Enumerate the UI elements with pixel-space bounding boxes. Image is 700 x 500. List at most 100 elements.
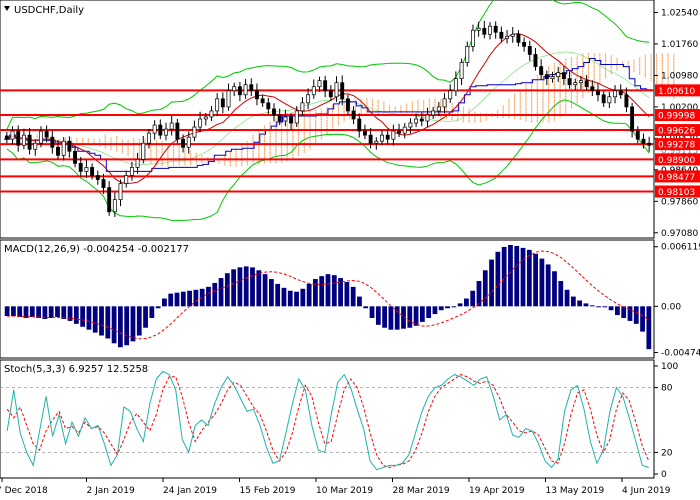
- candle-body: [635, 130, 640, 140]
- cloud-dot: [337, 122, 339, 124]
- cloud-dot: [661, 71, 663, 73]
- candle-body: [385, 134, 390, 140]
- cloud-dot: [673, 83, 675, 85]
- cloud-dot: [428, 100, 430, 102]
- cloud-dot: [320, 123, 322, 125]
- cloud-dot: [246, 155, 249, 157]
- candle-body: [289, 116, 294, 124]
- cloud-dot: [508, 116, 510, 119]
- cloud-dot: [542, 119, 544, 121]
- cloud-dot: [116, 147, 118, 149]
- cloud-dot: [406, 103, 408, 105]
- candle-body: [488, 25, 492, 35]
- cloud-dot: [661, 82, 663, 84]
- candle-body: [124, 175, 129, 184]
- cloud-dot: [241, 150, 243, 152]
- cloud-dot: [280, 150, 283, 152]
- cloud-dot: [172, 150, 175, 152]
- cloud-dot: [536, 108, 538, 110]
- macd-bar: [633, 306, 639, 324]
- cloud-dot: [644, 68, 646, 70]
- cloud-dot: [298, 132, 300, 134]
- cloud-dot: [258, 141, 260, 143]
- price-panel[interactable]: 1.025401.017601.009801.002000.994200.986…: [0, 0, 700, 239]
- cloud-dot: [559, 104, 561, 107]
- cloud-dot: [286, 130, 288, 132]
- candle-body: [237, 86, 242, 96]
- cloud-dot: [258, 162, 260, 164]
- cloud-dot: [138, 148, 141, 150]
- candle-body: [38, 130, 43, 144]
- bollinger-middle: [6, 51, 650, 166]
- cloud-dot: [604, 59, 607, 61]
- cloud-dot: [644, 66, 646, 68]
- candle-body: [220, 98, 225, 108]
- cloud-dot: [434, 98, 436, 101]
- cloud-dot: [275, 153, 277, 156]
- macd-bar: [382, 306, 388, 328]
- cloud-dot: [354, 99, 357, 101]
- macd-bar: [294, 291, 299, 307]
- cloud-dot: [656, 53, 658, 55]
- cloud-dot: [604, 64, 607, 66]
- cloud-dot: [542, 95, 544, 97]
- cloud-dot: [508, 102, 510, 104]
- cloud-dot: [332, 122, 334, 124]
- cloud-dot: [326, 124, 328, 126]
- cloud-dot: [553, 116, 555, 118]
- macd-bar: [331, 275, 337, 307]
- cloud-dot: [622, 66, 624, 68]
- macd-bar: [526, 249, 532, 307]
- cloud-dot: [207, 162, 209, 164]
- cloud-dot: [559, 80, 561, 82]
- cloud-dot: [599, 61, 601, 63]
- cloud-dot: [451, 118, 453, 120]
- cloud-dot: [383, 101, 385, 103]
- cloud-dot: [559, 113, 561, 115]
- cloud-dot: [184, 164, 186, 166]
- cloud-dot: [241, 153, 243, 155]
- cloud-dot: [298, 127, 300, 129]
- cloud-dot: [570, 103, 573, 106]
- cloud-dot: [576, 79, 578, 81]
- cloud-dot: [99, 138, 101, 141]
- cloud-dot: [599, 62, 601, 64]
- cloud-dot: [519, 94, 521, 96]
- collapse-triangle-icon[interactable]: [4, 6, 10, 11]
- cloud-dot: [303, 151, 305, 153]
- cloud-dot: [263, 156, 266, 158]
- cloud-dot: [553, 64, 555, 66]
- cloud-dot: [667, 56, 669, 58]
- cloud-dot: [309, 120, 311, 122]
- cloud-dot: [337, 124, 339, 126]
- cloud-dot: [87, 141, 89, 143]
- cloud-dot: [161, 147, 163, 149]
- macd-bar: [61, 306, 67, 319]
- cloud-dot: [286, 141, 288, 144]
- cloud-dot: [190, 153, 192, 156]
- cloud-dot: [121, 147, 123, 149]
- cloud-dot: [434, 106, 436, 109]
- price-tick-label: 0.97860: [661, 197, 698, 207]
- cloud-dot: [263, 146, 266, 148]
- candle-body: [4, 135, 9, 140]
- cloud-dot: [462, 117, 465, 120]
- cloud-dot: [258, 131, 260, 133]
- cloud-dot: [303, 140, 305, 142]
- cloud-dot: [548, 72, 550, 74]
- cloud-dot: [582, 61, 584, 63]
- candle-body: [317, 80, 322, 88]
- cloud-dot: [553, 103, 555, 105]
- cloud-dot: [604, 71, 607, 73]
- macd-bar: [470, 290, 476, 307]
- cloud-dot: [269, 156, 271, 159]
- cloud-dot: [315, 124, 317, 126]
- macd-bar: [268, 279, 274, 307]
- macd-bar: [55, 306, 60, 318]
- cloud-dot: [650, 76, 652, 78]
- cloud-dot: [582, 83, 584, 86]
- cloud-dot: [298, 151, 300, 153]
- cloud-dot: [104, 140, 106, 143]
